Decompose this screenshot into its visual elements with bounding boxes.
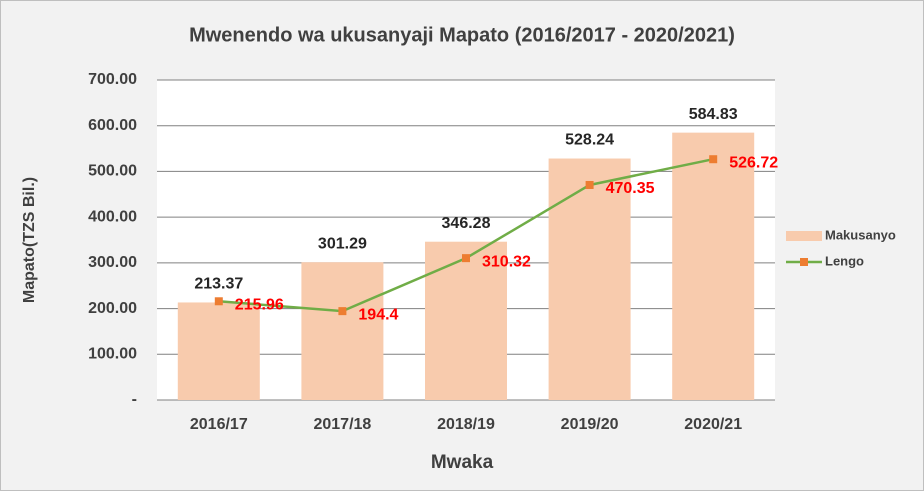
y-tick-label: - [132,391,137,408]
x-tick-label: 2018/19 [437,416,495,433]
line-value-label: 310.32 [482,253,531,270]
line-marker [709,155,718,164]
bar-value-label: 301.29 [318,235,367,252]
y-tick-label: 500.00 [88,163,137,180]
x-axis-label: Mwaka [431,452,494,473]
y-tick-label: 100.00 [88,346,137,363]
legend-label: Lengo [825,253,864,268]
x-tick-label: 2019/20 [561,416,619,433]
y-tick-label: 200.00 [88,300,137,317]
bar [672,132,755,400]
x-tick-label: 2016/17 [190,416,248,433]
line-marker [214,297,223,306]
legend-marker [800,258,808,266]
y-tick-label: 400.00 [88,208,137,225]
x-tick-label: 2020/21 [684,416,742,433]
line-value-label: 470.35 [606,180,655,197]
line-value-label: 194.4 [358,306,398,323]
legend-label: Makusanyo [825,227,896,242]
line-marker [462,254,470,263]
x-tick-label: 2017/18 [313,416,371,433]
y-tick-label: 700.00 [88,71,137,88]
bar [301,262,384,400]
bar-value-label: 528.24 [565,132,614,149]
legend-swatch [786,231,822,241]
bar-value-label: 213.37 [194,276,243,293]
bar-value-label: 346.28 [442,215,491,232]
bar [548,158,631,400]
chart-title: Mwenendo wa ukusanyaji Mapato (2016/2017… [189,24,735,46]
y-axis-label: Mapato(TZS Bil.) [21,177,38,303]
y-tick-label: 300.00 [88,254,137,271]
bar [177,302,260,400]
bar [425,241,507,400]
line-value-label: 526.72 [729,154,778,171]
bar-value-label: 584.83 [689,106,738,123]
y-tick-label: 600.00 [88,117,137,134]
line-marker [585,180,594,189]
line-marker [338,307,347,316]
line-value-label: 215.96 [235,296,284,313]
